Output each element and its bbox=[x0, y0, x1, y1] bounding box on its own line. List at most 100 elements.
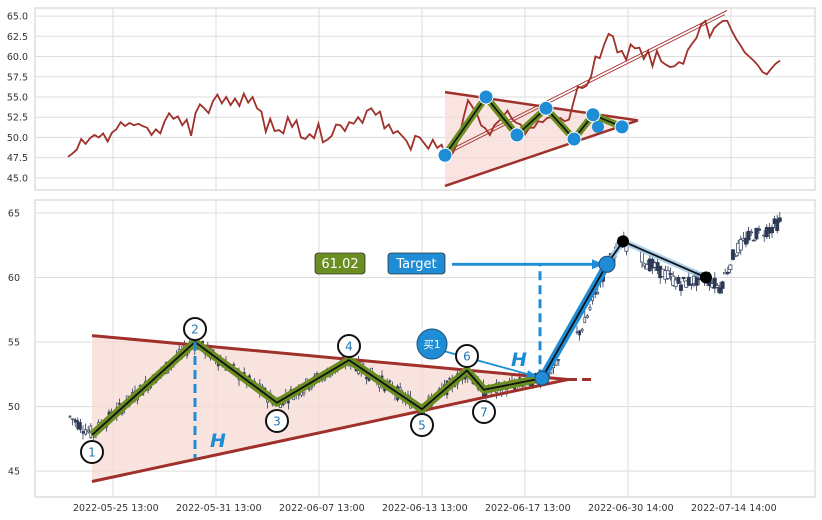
candle-body bbox=[586, 315, 589, 318]
candle-body bbox=[76, 420, 80, 430]
overview-y-tick-label: 57.5 bbox=[7, 72, 28, 83]
candle-body bbox=[679, 284, 683, 291]
main-lower-trendline bbox=[91, 378, 569, 483]
candle-body bbox=[744, 237, 748, 245]
candle-body bbox=[749, 231, 754, 234]
pattern-point-circle bbox=[337, 334, 361, 358]
candle-body bbox=[287, 400, 290, 404]
candle-body bbox=[757, 228, 761, 231]
main-y-tick-label: 65 bbox=[8, 208, 20, 219]
candle-body bbox=[588, 306, 592, 311]
target-text: Target bbox=[395, 257, 436, 272]
candle-body bbox=[728, 264, 733, 270]
overview-y-tick-label: 50.0 bbox=[7, 133, 28, 144]
overview-pattern-marker bbox=[585, 107, 601, 123]
pattern-point-label: 2 bbox=[191, 323, 199, 337]
candle-body bbox=[232, 364, 236, 366]
candle-body bbox=[754, 227, 759, 240]
x-tick-label: 2022-06-13 13:00 bbox=[382, 503, 468, 514]
candle-body bbox=[746, 230, 751, 241]
main-x-ticks: 2022-05-25 13:00 2022-05-31 13:00 2022-06-… bbox=[73, 503, 777, 514]
buy-label: 买1 bbox=[423, 339, 440, 351]
candle-body bbox=[71, 418, 74, 421]
candle-body bbox=[578, 330, 581, 336]
overview-lower-trendline bbox=[444, 119, 639, 188]
candle-body bbox=[388, 380, 392, 383]
overview-y-tick-label: 45.0 bbox=[7, 173, 28, 184]
candle-body bbox=[73, 419, 77, 423]
buy-circle bbox=[416, 328, 448, 360]
overview-price-line bbox=[67, 19, 781, 159]
target-arrowhead bbox=[592, 259, 604, 270]
x-tick-label: 2022-06-07 13:00 bbox=[279, 503, 365, 514]
candle-body bbox=[365, 376, 368, 380]
pattern-point-label: 3 bbox=[273, 415, 281, 429]
candle-body bbox=[307, 388, 311, 390]
overview-pattern-marker bbox=[437, 147, 453, 163]
overview-pattern-marker bbox=[509, 127, 525, 143]
candle-body bbox=[676, 277, 681, 284]
candle-body bbox=[118, 402, 121, 405]
target-box bbox=[387, 252, 446, 275]
main-annotations: H H 61.02 Target 买1 1 2 3 4 5 6 7 bbox=[80, 235, 712, 464]
candle-body bbox=[68, 415, 72, 418]
pattern-point-label: 6 bbox=[463, 350, 471, 364]
candle-body bbox=[596, 291, 600, 295]
x-tick-label: 2022-05-31 13:00 bbox=[176, 503, 262, 514]
candle-body bbox=[84, 429, 87, 435]
main-upper-trendline bbox=[91, 334, 569, 381]
candle-body bbox=[668, 273, 673, 275]
peak-marker bbox=[617, 235, 629, 248]
candle-body bbox=[79, 422, 82, 431]
low-marker bbox=[700, 271, 712, 284]
candle-body bbox=[712, 277, 717, 289]
overview-y-tick-label: 47.5 bbox=[7, 153, 28, 164]
candle-body bbox=[770, 226, 774, 234]
candle-body bbox=[733, 255, 738, 257]
pattern-point-circle bbox=[265, 409, 289, 433]
candle-body bbox=[448, 378, 451, 380]
overview-panel bbox=[34, 7, 816, 191]
x-tick-label: 2022-06-17 13:00 bbox=[485, 503, 571, 514]
candle-body bbox=[718, 287, 722, 294]
main-y-tick-label: 50 bbox=[8, 402, 20, 413]
target-marker bbox=[598, 255, 616, 273]
candle-body bbox=[777, 217, 782, 222]
main-triangle-fill bbox=[92, 335, 567, 482]
candle-body bbox=[580, 328, 584, 332]
overview-y-tick-label: 55.0 bbox=[7, 92, 28, 103]
x-tick-label: 2022-07-14 14:00 bbox=[691, 503, 777, 514]
pattern-line bbox=[91, 341, 543, 436]
overview-pattern-marker bbox=[538, 100, 554, 116]
height-label-breakout: H bbox=[511, 349, 527, 371]
candle-body bbox=[738, 239, 743, 251]
pattern-point-label: 4 bbox=[345, 340, 353, 354]
candle-body bbox=[731, 249, 735, 260]
overview-pattern-marker bbox=[592, 120, 604, 133]
main-y-tick-label: 45 bbox=[8, 467, 20, 478]
candle-body bbox=[689, 283, 694, 286]
pattern-point-circle bbox=[472, 400, 496, 424]
overview-plot bbox=[67, 10, 781, 188]
height-label: H bbox=[210, 430, 226, 452]
main-y-ticks: 45 50 55 60 65 bbox=[8, 208, 20, 477]
main-y-tick-label: 55 bbox=[8, 338, 20, 349]
candle-body bbox=[686, 276, 691, 286]
overview-y-tick-label: 62.5 bbox=[7, 32, 28, 43]
candle-body bbox=[715, 285, 720, 288]
candle-body bbox=[681, 276, 686, 280]
price-tag-text: 61.02 bbox=[321, 257, 358, 272]
main-y-tick-label: 60 bbox=[8, 273, 20, 284]
overview-pattern-marker bbox=[566, 131, 582, 147]
candle-body bbox=[583, 316, 587, 324]
overview-y-ticks: 45.0 47.5 50.0 52.5 55.0 57.5 60.0 62.5 65.0 bbox=[7, 12, 28, 185]
candle-body bbox=[86, 429, 90, 433]
overview-pattern-marker bbox=[478, 89, 494, 105]
pattern-point-label: 7 bbox=[480, 406, 488, 420]
overview-pattern-marker bbox=[614, 119, 630, 135]
pattern-point-label: 1 bbox=[88, 446, 96, 460]
overview-projection-line bbox=[444, 14, 726, 156]
breakout-line bbox=[541, 263, 608, 379]
pattern-point-circle bbox=[410, 413, 434, 437]
